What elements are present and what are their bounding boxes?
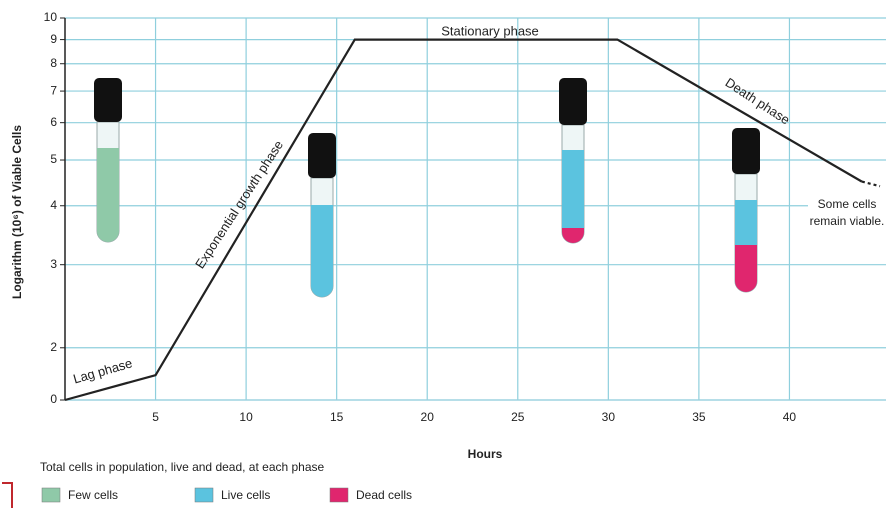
tube-cap — [94, 78, 122, 122]
legend-swatch — [195, 488, 213, 502]
note-box: Some cells remain viable. — [808, 196, 886, 266]
x-tick-label: 30 — [602, 410, 616, 424]
legend-label: Few cells — [68, 488, 118, 502]
y-tick-label: 9 — [50, 32, 57, 46]
legend-label: Dead cells — [356, 488, 412, 502]
legend-swatch — [330, 488, 348, 502]
test-tube — [94, 78, 122, 242]
crop-bracket — [2, 483, 12, 508]
tube-dead — [735, 245, 757, 292]
y-tick-label: 7 — [50, 83, 57, 97]
test-tube — [559, 78, 587, 243]
legend-swatch — [42, 488, 60, 502]
x-tick-label: 25 — [511, 410, 525, 424]
y-tick-label: 0 — [50, 392, 57, 406]
tube-liquid — [97, 148, 119, 242]
y-axis-label: Logarithm (10⁶) of Viable Cells — [10, 125, 24, 299]
phase-label: Death phase — [723, 75, 793, 128]
viable-note: Some cells remain viable. — [808, 196, 886, 230]
phase-label: Lag phase — [71, 355, 134, 386]
tube-cap — [308, 133, 336, 178]
page: {"chart_data": { "type": "line", "x_labe… — [0, 0, 887, 508]
x-tick-label: 35 — [692, 410, 706, 424]
y-tick-label: 5 — [50, 152, 57, 166]
x-tick-label: 15 — [330, 410, 344, 424]
x-tick-label: 20 — [421, 410, 435, 424]
legend-title: Total cells in population, live and dead… — [40, 460, 325, 474]
x-axis-label: Hours — [468, 447, 503, 461]
tube-cap — [559, 78, 587, 125]
phase-label: Exponential growth phase — [192, 138, 286, 272]
chart: Hours Logarithm (10⁶) of Viable Cells 5 1… — [0, 0, 887, 508]
phase-label: Stationary phase — [441, 23, 539, 38]
tube-cap — [732, 128, 760, 174]
legend-label: Live cells — [221, 488, 270, 502]
y-tick-label: 6 — [50, 115, 57, 129]
x-tick-label: 5 — [152, 410, 159, 424]
y-tick-label: 10 — [44, 10, 58, 24]
y-tick-label: 2 — [50, 340, 57, 354]
y-tick-label: 4 — [50, 198, 57, 212]
tube-dead — [562, 228, 584, 243]
y-tick-label: 3 — [50, 257, 57, 271]
y-tick-label: 8 — [50, 56, 57, 70]
tube-liquid — [311, 205, 333, 297]
x-tick-label: 40 — [783, 410, 797, 424]
growth-curve — [862, 182, 880, 187]
test-tube — [732, 128, 760, 292]
test-tube — [308, 133, 336, 297]
x-tick-label: 10 — [239, 410, 253, 424]
